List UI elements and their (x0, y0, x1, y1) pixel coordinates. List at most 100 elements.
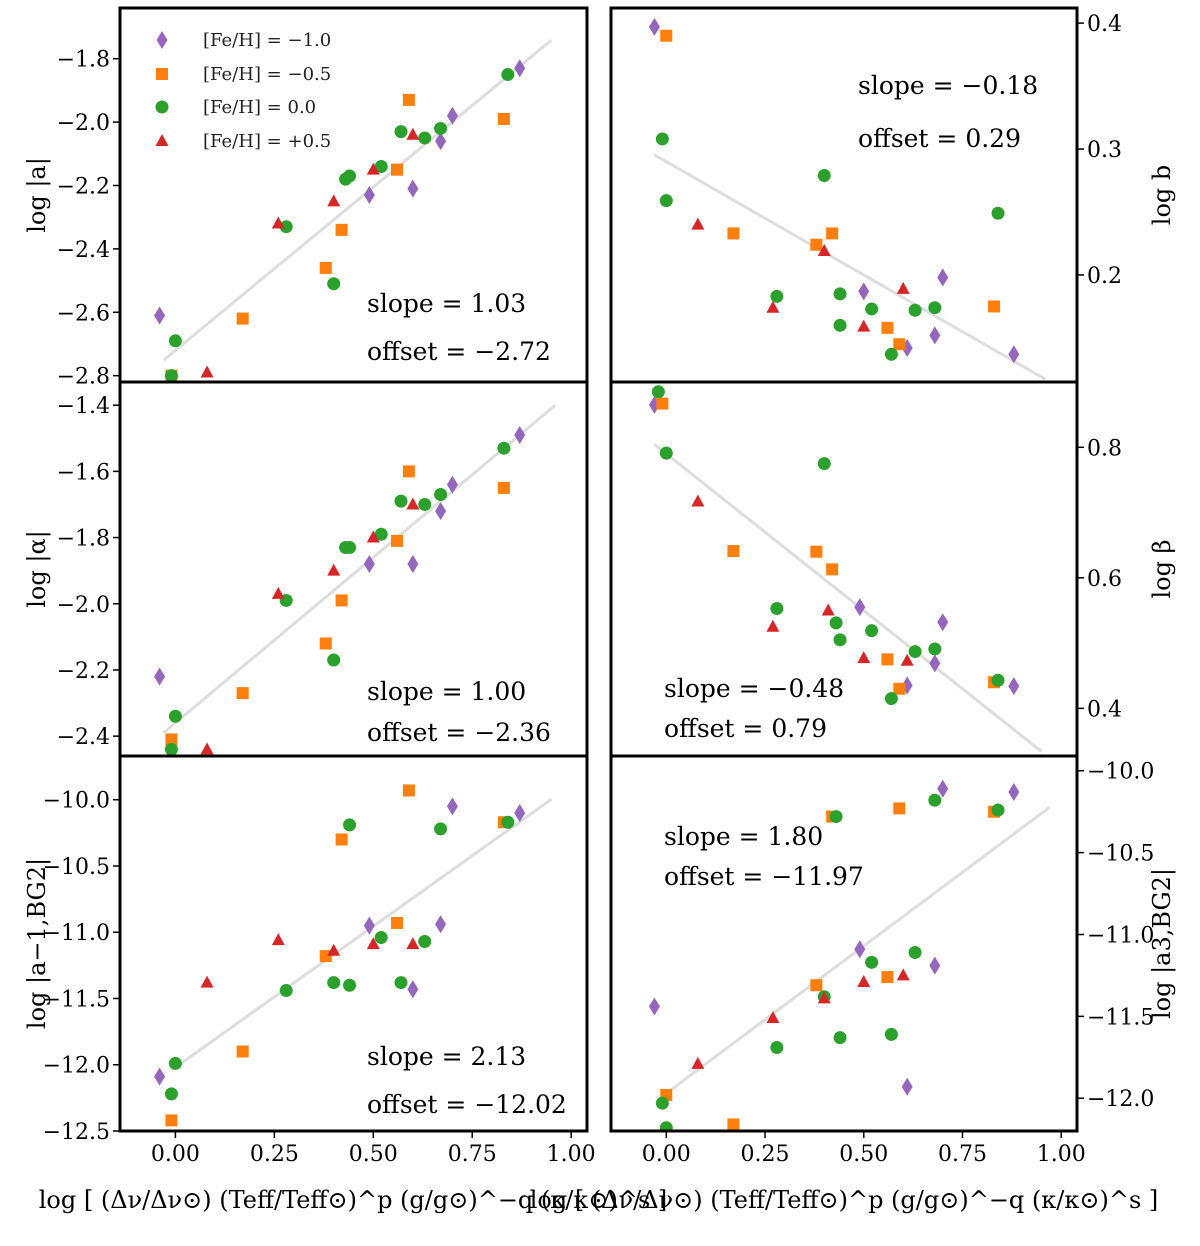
point-m05 (236, 1045, 249, 1058)
slope-annotation: slope = −0.48 (664, 674, 844, 703)
point-m05 (727, 1118, 740, 1131)
point-m05 (165, 733, 178, 746)
point-p00 (168, 709, 182, 723)
point-m10 (407, 980, 419, 999)
x-tick-label: 0.25 (250, 1142, 299, 1167)
point-p05 (366, 937, 380, 950)
point-p00 (501, 815, 515, 829)
point-p05 (691, 1056, 705, 1069)
y-tick-label: −10.0 (43, 789, 110, 814)
point-m05 (881, 653, 894, 666)
point-m10 (514, 803, 526, 822)
fit-line (653, 443, 1043, 753)
point-p05 (406, 127, 420, 140)
point-p00 (659, 194, 673, 208)
point-p05 (366, 530, 380, 543)
point-p05 (200, 365, 214, 378)
x-tick-label: 0.50 (349, 1142, 398, 1167)
point-p00 (884, 347, 898, 361)
offset-annotation: offset = −11.97 (664, 862, 864, 891)
point-m05 (497, 481, 510, 494)
x-axis-label-right: log [ (Δν/Δν⊙) (Teff/Teff⊙)^p (g/g⊙)^−q … (530, 1186, 1159, 1214)
point-m10 (648, 997, 660, 1016)
y-tick-label: −11.5 (43, 987, 110, 1012)
point-p00 (168, 1056, 182, 1070)
point-p00 (829, 616, 843, 630)
point-m05 (810, 545, 823, 558)
y-tick-label: −11.0 (1087, 923, 1154, 948)
point-p00 (168, 334, 182, 348)
data-points (154, 784, 526, 1127)
point-p00 (908, 645, 922, 659)
point-p00 (908, 946, 922, 960)
slope-annotation: slope = 2.13 (367, 1042, 526, 1071)
point-p00 (829, 810, 843, 824)
point-p00 (991, 803, 1005, 817)
point-p00 (327, 653, 341, 667)
point-p00 (833, 1031, 847, 1045)
point-m05 (656, 397, 669, 410)
point-p00 (434, 488, 448, 502)
axes-frame (609, 754, 1079, 1133)
point-m05 (660, 29, 673, 42)
point-m10 (648, 17, 660, 36)
point-p00 (817, 168, 831, 182)
panel-a: −2.8 −2.6 −2.4 −2.2 −2.0 −1.8 log |a| slope = 1… (23, 6, 589, 390)
data-points (648, 17, 1020, 364)
legend-marker-m10 (156, 31, 168, 49)
x-tick-label: 0.00 (151, 1142, 200, 1167)
point-p00 (374, 931, 388, 945)
x-tick-label: 0.25 (741, 1142, 790, 1167)
point-m10 (363, 916, 375, 935)
point-p00 (659, 446, 673, 460)
point-m05 (881, 971, 894, 984)
point-p00 (833, 318, 847, 332)
point-p05 (900, 653, 914, 666)
data-points (154, 59, 526, 382)
point-m10 (446, 475, 458, 494)
panel-beta: 0.4 0.6 0.8 log β slope = −0.48 offset = 0.79 (609, 380, 1176, 758)
y-tick-label: −1.6 (57, 460, 110, 485)
point-m05 (319, 261, 332, 274)
point-m10 (929, 654, 941, 673)
point-p00 (497, 441, 511, 455)
y-axis-label: log |α| (23, 530, 52, 608)
point-p00 (164, 1087, 178, 1101)
point-p00 (279, 220, 293, 234)
data-points (648, 385, 1020, 706)
y-tick-label: −12.0 (43, 1054, 110, 1079)
point-m10 (435, 132, 447, 151)
point-m05 (319, 637, 332, 650)
y-tick-label: −12.5 (43, 1120, 110, 1145)
point-m05 (236, 687, 249, 700)
point-p05 (327, 194, 341, 207)
fit-line (162, 39, 553, 362)
point-p05 (691, 494, 705, 507)
point-m05 (810, 979, 823, 992)
point-p00 (164, 742, 178, 756)
x-tick-label: 1.00 (547, 1142, 596, 1167)
data-points (648, 779, 1020, 1131)
point-p00 (770, 1040, 784, 1054)
y-axis-label: log |a| (23, 157, 52, 233)
point-p00 (928, 793, 942, 807)
point-m05 (826, 563, 839, 576)
fit-line (170, 798, 553, 1072)
point-m10 (929, 326, 941, 345)
point-m05 (402, 784, 415, 797)
legend-marker-m05 (156, 68, 168, 80)
point-m05 (165, 1114, 178, 1127)
point-p00 (833, 633, 847, 647)
point-m05 (727, 545, 740, 558)
legend-label: [Fe/H] = −1.0 (203, 30, 331, 51)
slope-annotation: slope = −0.18 (858, 71, 1038, 100)
point-m05 (335, 833, 348, 846)
point-p00 (928, 301, 942, 315)
point-p05 (327, 563, 341, 576)
legend: [Fe/H] = −1.0 [Fe/H] = −0.5 [Fe/H] = 0.0 [F… (155, 30, 331, 152)
point-p00 (865, 624, 879, 638)
point-m05 (893, 682, 906, 695)
y-tick-label: 0.3 (1087, 138, 1122, 163)
point-p00 (865, 302, 879, 316)
point-p00 (418, 131, 432, 145)
